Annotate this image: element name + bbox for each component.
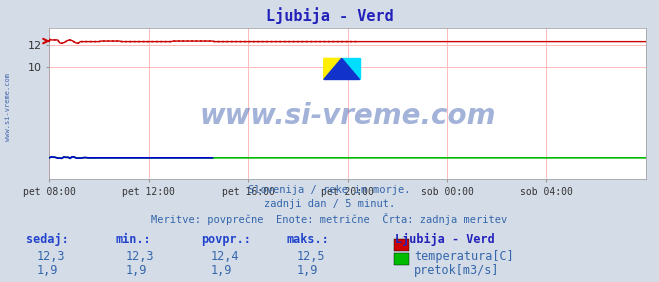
Text: 12,3: 12,3	[125, 250, 154, 263]
Text: pretok[m3/s]: pretok[m3/s]	[414, 264, 500, 277]
Text: 1,9: 1,9	[125, 264, 146, 277]
Polygon shape	[341, 58, 360, 80]
Text: 12,5: 12,5	[297, 250, 325, 263]
Polygon shape	[324, 58, 360, 80]
Text: 1,9: 1,9	[211, 264, 232, 277]
Text: Meritve: povprečne  Enote: metrične  Črta: zadnja meritev: Meritve: povprečne Enote: metrične Črta:…	[152, 213, 507, 225]
Text: 1,9: 1,9	[36, 264, 57, 277]
Text: www.si-vreme.com: www.si-vreme.com	[200, 102, 496, 130]
Text: maks.:: maks.:	[287, 233, 330, 246]
Text: Ljubija - Verd: Ljubija - Verd	[266, 7, 393, 24]
Polygon shape	[324, 58, 341, 80]
Text: povpr.:: povpr.:	[201, 233, 251, 246]
Text: zadnji dan / 5 minut.: zadnji dan / 5 minut.	[264, 199, 395, 209]
Text: sedaj:: sedaj:	[26, 233, 69, 246]
Text: 12,3: 12,3	[36, 250, 65, 263]
Text: www.si-vreme.com: www.si-vreme.com	[5, 73, 11, 141]
Text: 12,4: 12,4	[211, 250, 239, 263]
Text: temperatura[C]: temperatura[C]	[414, 250, 513, 263]
Text: Slovenija / reke in morje.: Slovenija / reke in morje.	[248, 185, 411, 195]
Text: 1,9: 1,9	[297, 264, 318, 277]
Text: min.:: min.:	[115, 233, 151, 246]
Text: Ljubija - Verd: Ljubija - Verd	[395, 233, 495, 246]
